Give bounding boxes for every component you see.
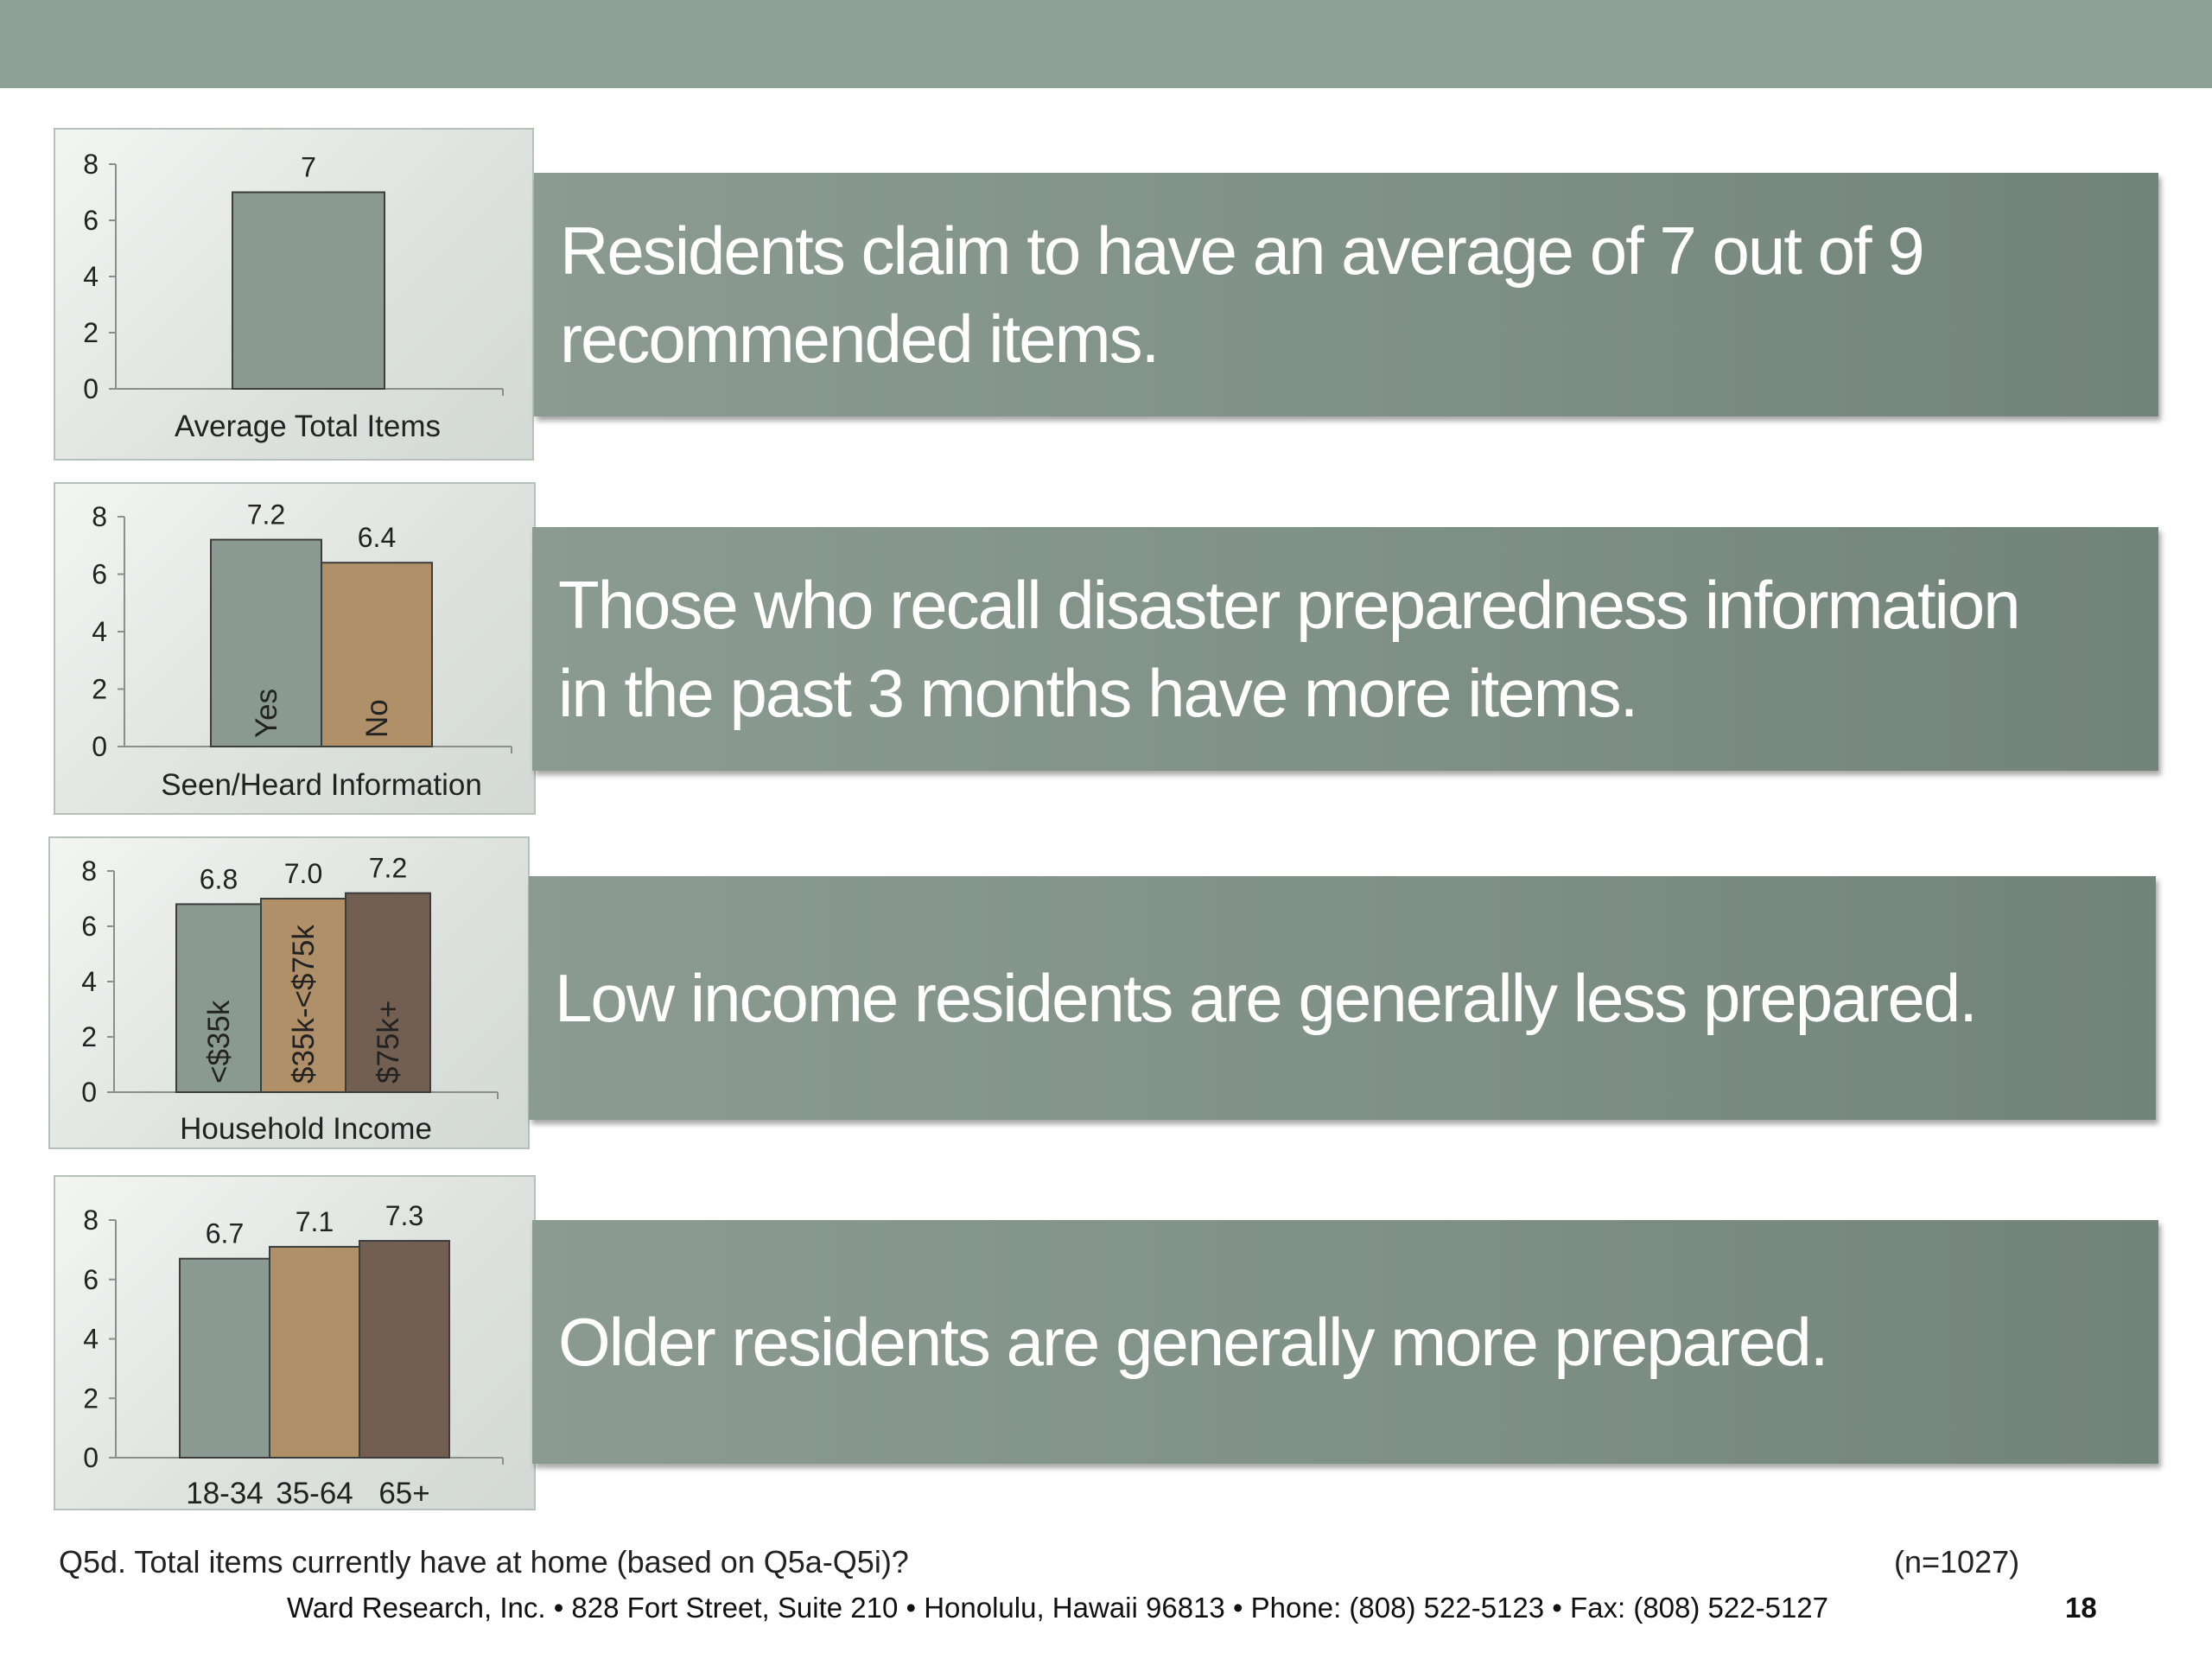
bar-<$35k [175,903,262,1094]
banner-low-income: Low income residents are generally less … [529,876,2156,1120]
y-tick-label: 2 [83,317,99,348]
category-label: 18-34 [186,1477,264,1510]
y-tick-label: 2 [92,674,107,705]
category-label: Yes [250,689,283,738]
y-tick-label: 2 [81,1021,97,1052]
chart-household-income: 0 2 4 6 8 6.8 <$35k 7.0 $35k-<$75k 7.2 $75k+ Househ… [48,836,530,1149]
x-axis-title: Household Income [180,1112,432,1146]
y-tick-label: 4 [81,966,97,997]
banner-older-residents-text: Older residents are generally more prepa… [558,1304,1828,1380]
y-tick-label: 4 [83,261,99,292]
banner-average-items: Residents claim to have an average of 7 … [534,173,2158,416]
y-tick-label: 4 [83,1324,99,1355]
chart-age-groups: 0 2 4 6 8 6.7 18-34 7.1 35-64 7.3 65+ [54,1175,536,1510]
x-axis-title: Seen/Heard Information [161,768,482,802]
value-label: 7.2 [369,853,407,884]
bar-No [321,562,433,747]
value-label: 7.1 [296,1206,334,1237]
page-number: 18 [2065,1592,2097,1624]
y-tick-label: 8 [83,1205,99,1236]
sample-size: (n=1027) [1894,1544,2020,1580]
category-label: No [360,699,394,738]
value-label: 6.4 [358,522,396,553]
category-label: $35k-<$75k [287,925,321,1084]
bar-65+ [359,1240,450,1459]
chart-svg-3: 0 2 4 6 8 6.7 18-34 7.1 35-64 7.3 65+ [83,1200,504,1510]
y-tick-label: 0 [83,1442,99,1473]
y-tick-label: 8 [92,501,107,532]
bar-total [232,191,385,390]
y-tick-label: 6 [83,1264,99,1295]
category-label: $75k+ [372,1001,405,1084]
banner-recall-information-line1: Those who recall disaster preparedness i… [558,567,2021,643]
bar-$35k-<$75k [260,898,346,1093]
y-tick-label: 8 [81,855,97,887]
y-tick-label: 6 [83,205,99,236]
company-footer: Ward Research, Inc. • 828 Fort Street, S… [287,1592,1828,1624]
question-footnote: Q5d. Total items currently have at home … [59,1544,909,1580]
banner-recall-information-line2: in the past 3 months have more items. [558,655,1638,731]
bar-18-34 [179,1257,270,1459]
y-tick-label: 0 [83,373,99,404]
category-label: 35-64 [276,1477,353,1510]
bar-$75k+ [345,892,431,1093]
banner-older-residents: Older residents are generally more prepa… [532,1220,2158,1464]
y-tick-label: 4 [92,616,107,647]
y-tick-label: 8 [83,149,99,180]
chart-seen-heard-information: 0 2 4 6 8 7.2 Yes 6.4 No Seen/Heard Information [54,482,536,815]
bar-35-64 [269,1245,360,1459]
chart-average-total-items: 0 2 4 6 8 7 Average Total Items [54,128,534,461]
value-label: 6.8 [200,863,238,894]
y-tick-label: 0 [81,1077,97,1108]
y-tick-label: 6 [81,911,97,942]
banner-low-income-text: Low income residents are generally less … [555,960,1978,1036]
banner-recall-information: Those who recall disaster preparedness i… [532,527,2158,771]
value-label: 7.2 [247,499,285,531]
bar-Yes [210,538,322,747]
x-axis-title: Average Total Items [175,410,441,443]
banner-average-items-line2: recommended items. [560,301,1160,377]
banner-average-items-line1: Residents claim to have an average of 7 … [560,213,1925,289]
category-label: 65+ [378,1477,429,1510]
value-label: 6.7 [206,1218,244,1249]
y-tick-label: 2 [83,1382,99,1414]
header-bar [0,0,2212,88]
chart-svg-0: 0 2 4 6 8 7 Average Total Items [83,149,504,443]
value-label: 7.3 [385,1200,423,1231]
chart-svg-1: 0 2 4 6 8 7.2 Yes 6.4 No Seen/Heard Information [92,499,512,802]
y-tick-label: 0 [92,731,107,762]
value-label: 7 [301,152,316,183]
y-tick-label: 6 [92,559,107,590]
value-label: 7.0 [284,858,322,889]
chart-svg-2: 0 2 4 6 8 6.8 <$35k 7.0 $35k-<$75k 7.2 $75k+ Househ… [81,853,499,1146]
category-label: <$35k [202,1000,236,1084]
